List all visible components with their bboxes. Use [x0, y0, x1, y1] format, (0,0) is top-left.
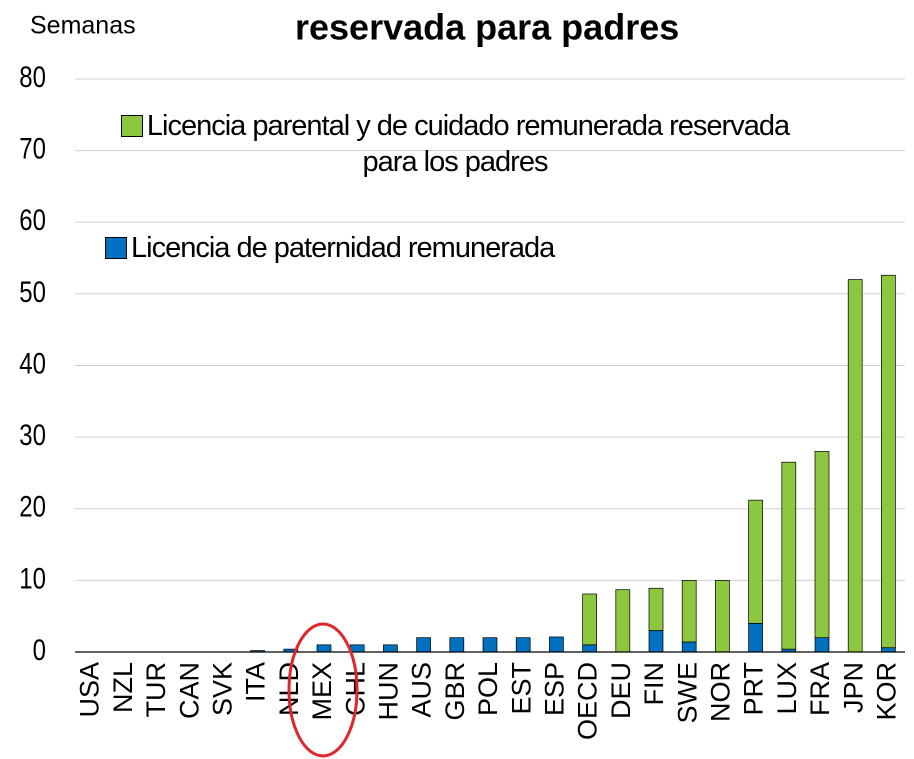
bar-segment — [681, 580, 697, 643]
x-tick-label: FIN — [639, 662, 669, 706]
bar-segment — [482, 637, 498, 653]
y-tick-label: 30 — [19, 417, 46, 451]
bar-segment — [814, 637, 830, 653]
x-tick-label: LUX — [772, 662, 802, 715]
x-tick-label: KOR — [872, 662, 902, 721]
bar-segment — [549, 636, 564, 653]
x-tick-label: USA — [75, 662, 105, 718]
bar-segment — [814, 451, 830, 639]
bar-segment — [715, 580, 730, 653]
x-tick-label: POL — [473, 662, 503, 716]
y-tick-label: 60 — [19, 203, 46, 237]
x-tick-label: EST — [506, 662, 536, 715]
legend-label: Licencia parental y de cuidado remunerad… — [146, 110, 790, 178]
bar-segment — [515, 637, 531, 653]
bar-segment — [615, 589, 631, 653]
bar-segment — [582, 644, 597, 653]
bar-segment — [648, 630, 664, 653]
y-tick-label: 50 — [19, 274, 46, 308]
x-tick-label: HUN — [374, 662, 404, 721]
bar-segment — [416, 637, 431, 653]
legend-swatch — [105, 237, 127, 259]
bar-segment — [449, 637, 465, 653]
y-tick-label: 20 — [19, 489, 46, 523]
legend-swatch — [120, 115, 143, 137]
y-tick-label: 80 — [19, 59, 46, 93]
y-tick-label: 40 — [19, 346, 46, 380]
x-tick-label: FRA — [805, 662, 835, 716]
bar-segment — [881, 274, 896, 649]
chart-title: reservada para padres — [295, 7, 679, 48]
x-tick-label: PRT — [739, 662, 769, 716]
x-tick-label: GBR — [440, 662, 470, 721]
legend-item: Licencia de paternidad remunerada — [105, 230, 555, 266]
x-tick-label: SWE — [672, 662, 702, 724]
bar-segment — [648, 587, 664, 631]
x-tick-label: DEU — [606, 662, 636, 719]
x-tick-label: ESP — [540, 662, 570, 716]
y-tick-label: 0 — [33, 632, 46, 666]
legend-label: Licencia de paternidad remunerada — [131, 232, 555, 264]
highlight-circle — [287, 622, 359, 758]
x-tick-label: CAN — [174, 662, 204, 719]
y-axis-label: Semanas — [30, 12, 136, 40]
x-tick-label: AUS — [407, 662, 437, 718]
bar-segment — [781, 461, 797, 650]
bar-segment — [349, 644, 365, 653]
x-tick-label: ITA — [241, 662, 271, 702]
bar-segment — [316, 644, 332, 653]
x-tick-label: NZL — [108, 662, 138, 713]
x-tick-label: OECD — [573, 662, 603, 740]
bar-segment — [847, 279, 863, 653]
y-tick-label: 70 — [19, 131, 46, 165]
legend-item: Licencia parental y de cuidado remunerad… — [105, 108, 805, 180]
bar-segment — [582, 593, 597, 646]
y-tick-label: 10 — [19, 561, 46, 595]
x-tick-label: MEX — [307, 662, 337, 721]
bar-segment — [748, 499, 763, 624]
bar-segment — [383, 644, 398, 653]
x-tick-label: NOR — [706, 662, 736, 722]
x-tick-label: JPN — [838, 662, 868, 713]
bar-segment — [681, 641, 697, 653]
bar-segment — [881, 647, 896, 653]
x-tick-label: TUR — [141, 662, 171, 718]
x-tick-label: SVK — [208, 662, 238, 716]
bar-segment — [748, 622, 763, 653]
